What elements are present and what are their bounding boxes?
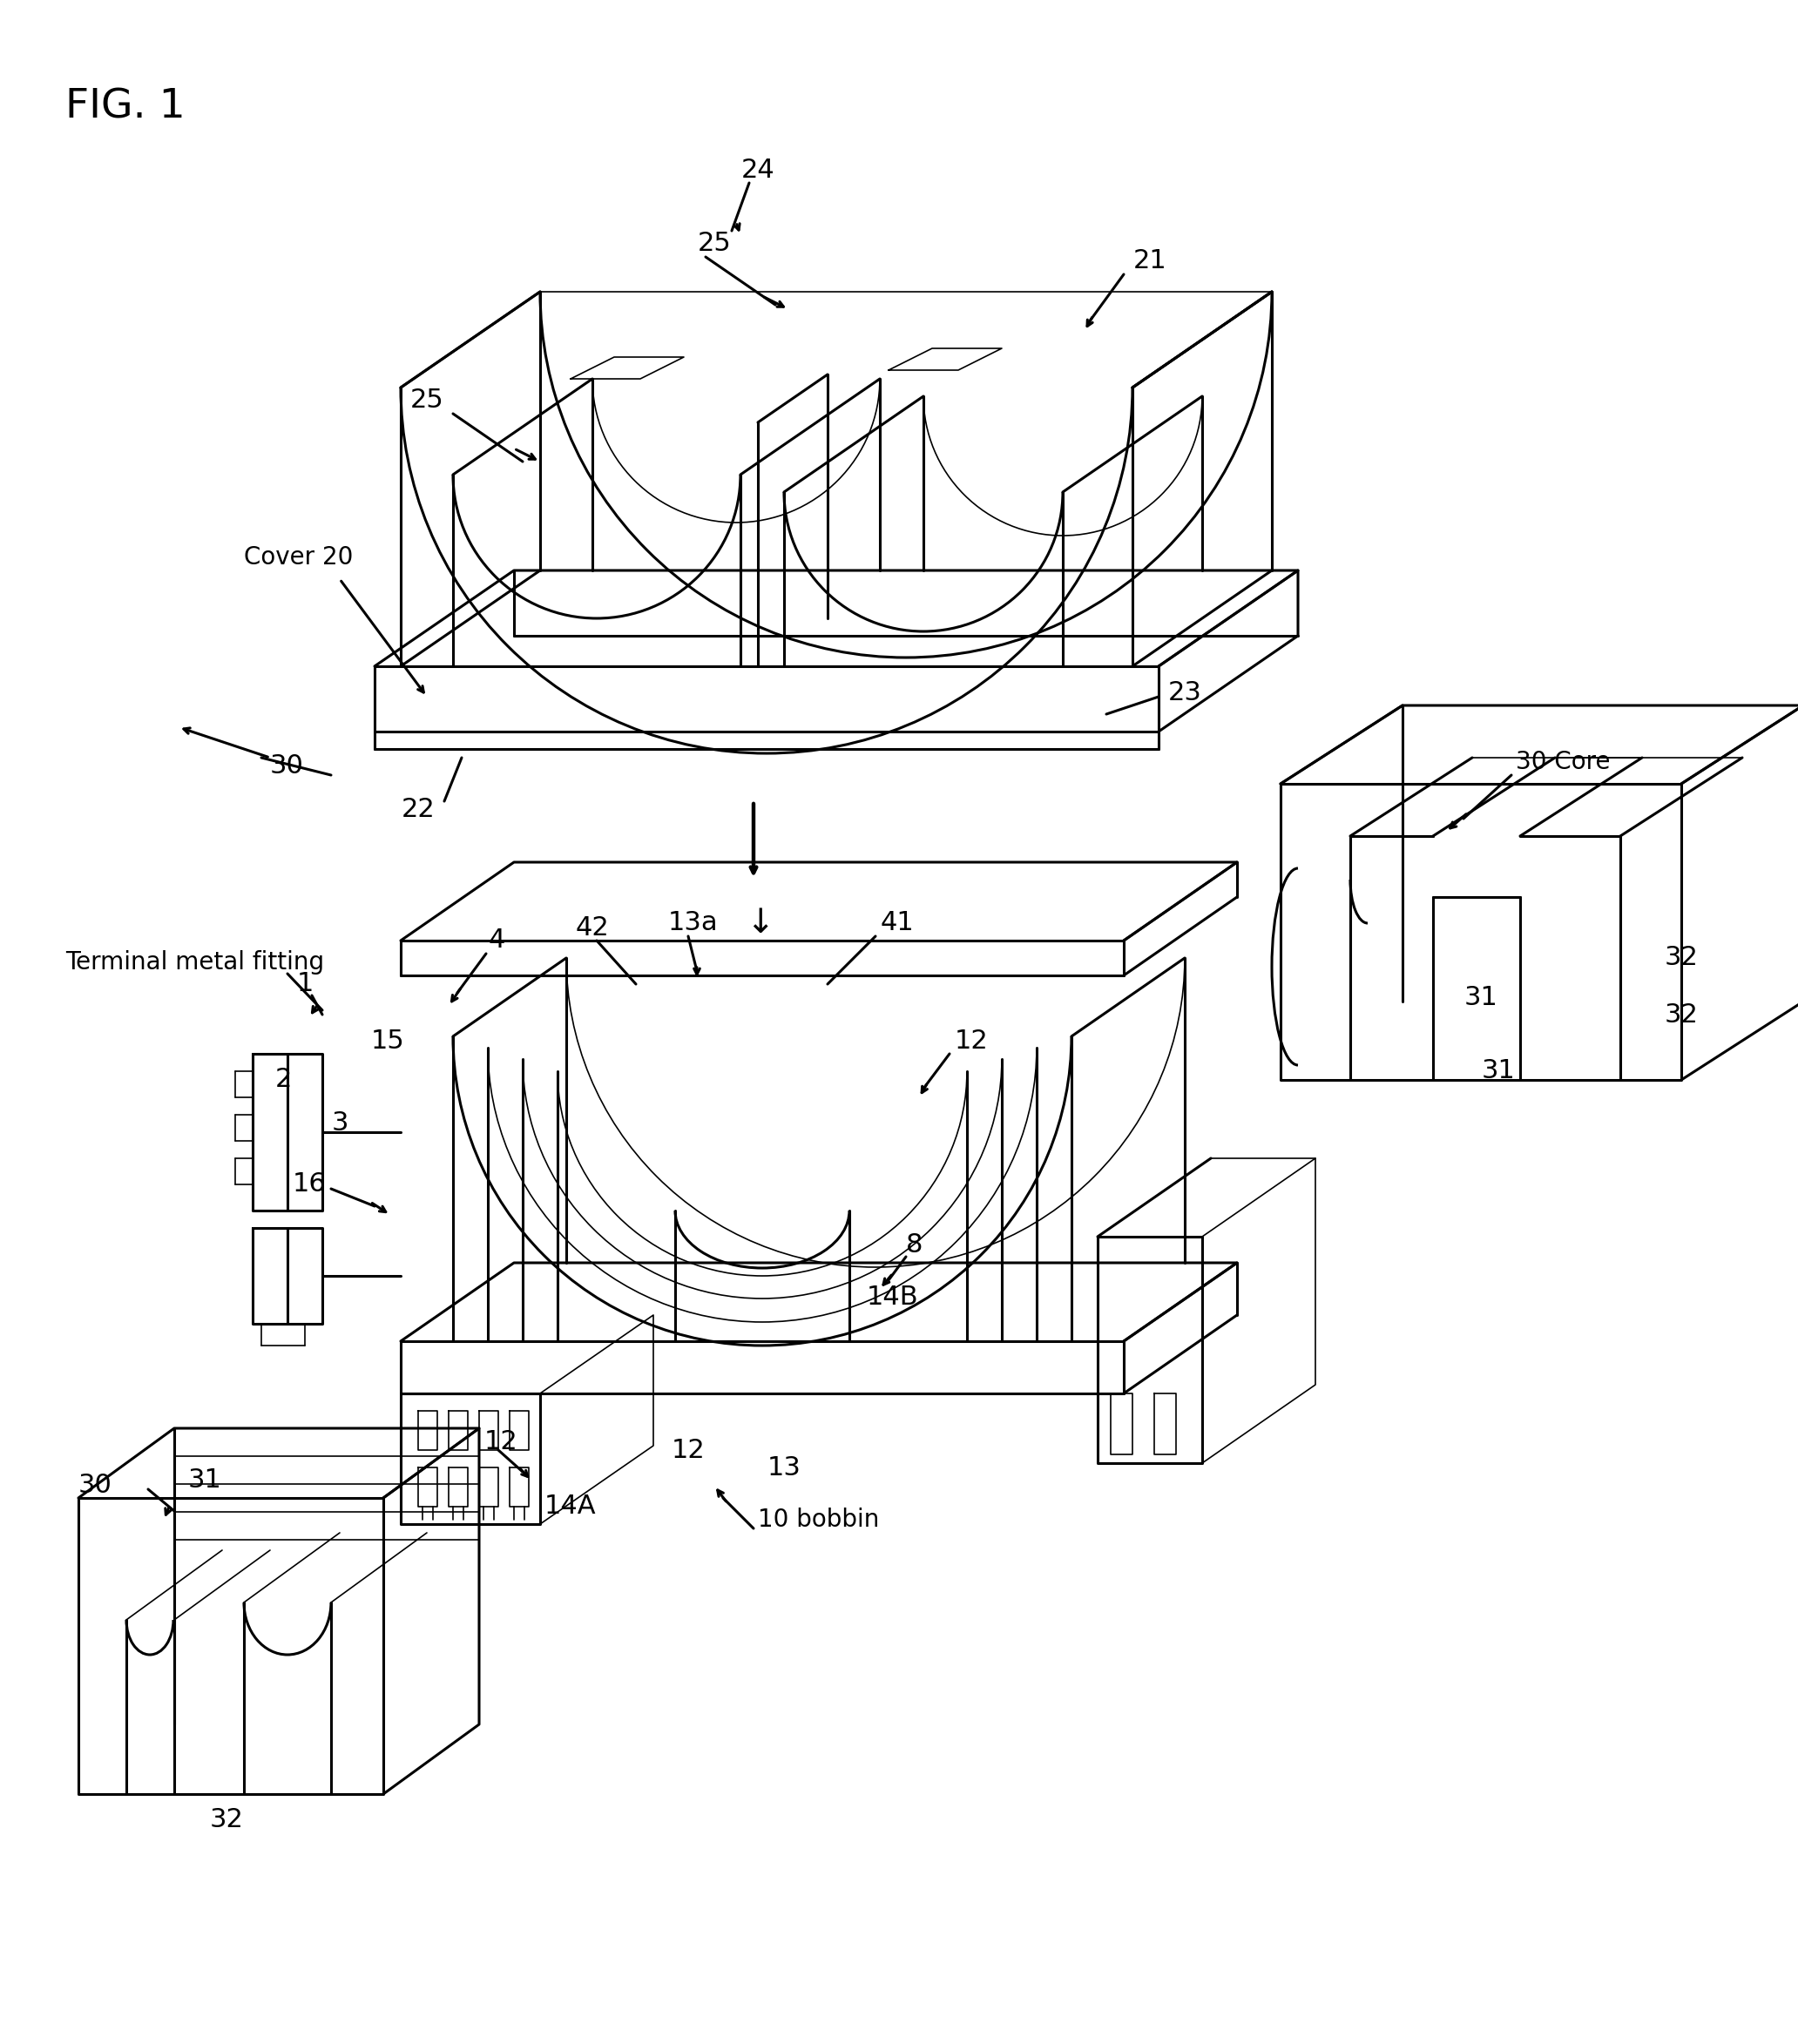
- Text: 42: 42: [575, 916, 610, 940]
- Text: 14B: 14B: [867, 1286, 919, 1310]
- Text: 23: 23: [1167, 681, 1201, 705]
- Text: 32: 32: [1665, 946, 1697, 971]
- Text: 10 bobbin: 10 bobbin: [759, 1508, 879, 1531]
- Text: 13: 13: [768, 1455, 800, 1480]
- Text: 12: 12: [955, 1028, 989, 1053]
- Text: ↓: ↓: [746, 908, 773, 940]
- Text: 14A: 14A: [545, 1494, 597, 1519]
- Text: 31: 31: [187, 1468, 221, 1494]
- Text: 32: 32: [210, 1807, 243, 1833]
- Text: 1: 1: [297, 971, 313, 997]
- Text: 30: 30: [270, 754, 304, 779]
- Text: 24: 24: [741, 157, 775, 182]
- Text: 25: 25: [698, 231, 732, 256]
- Text: 3: 3: [331, 1110, 349, 1136]
- Text: 15: 15: [370, 1028, 405, 1053]
- Text: 31: 31: [1464, 985, 1498, 1010]
- Text: 4: 4: [487, 928, 505, 953]
- Text: 12: 12: [484, 1429, 518, 1453]
- Text: 13a: 13a: [667, 910, 717, 936]
- Text: 41: 41: [881, 910, 913, 936]
- Text: 30 Core: 30 Core: [1516, 750, 1611, 775]
- Text: 31: 31: [1482, 1059, 1516, 1083]
- Text: 22: 22: [401, 797, 435, 822]
- Text: 2: 2: [275, 1067, 291, 1094]
- Text: 12: 12: [671, 1437, 705, 1464]
- Text: FIG. 1: FIG. 1: [65, 88, 185, 127]
- Text: 32: 32: [1665, 1002, 1697, 1028]
- Text: 16: 16: [293, 1171, 325, 1198]
- Text: 8: 8: [906, 1233, 922, 1257]
- Text: Terminal metal fitting: Terminal metal fitting: [65, 950, 324, 975]
- Text: 25: 25: [410, 388, 444, 413]
- Text: 21: 21: [1133, 249, 1167, 274]
- Text: 30: 30: [79, 1472, 111, 1498]
- Text: Cover 20: Cover 20: [245, 546, 352, 570]
